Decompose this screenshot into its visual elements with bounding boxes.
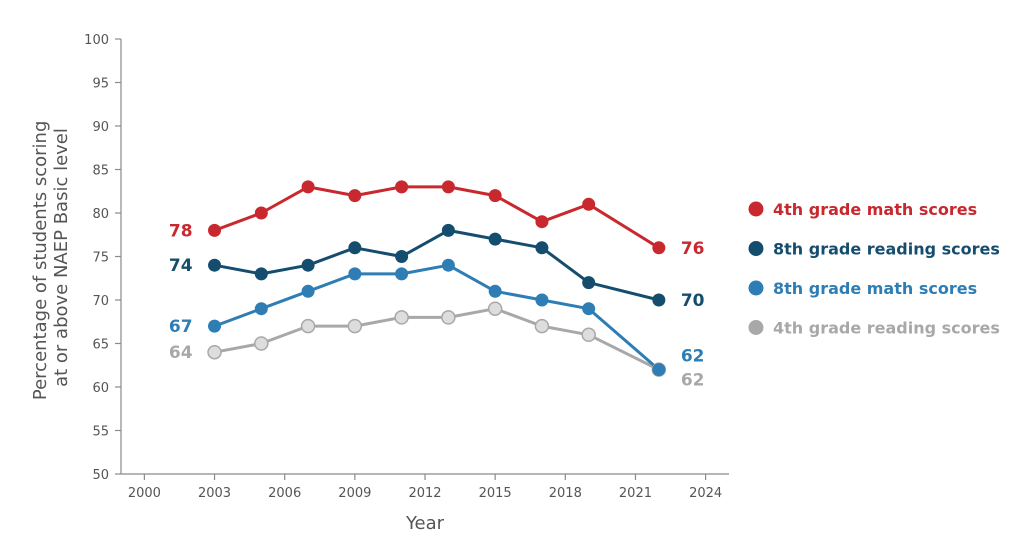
series-point <box>581 327 596 343</box>
series-start-label: 74 <box>169 256 193 276</box>
x-tick-label: 2003 <box>198 486 231 501</box>
y-tick-label: 55 <box>92 425 109 440</box>
axes: 50 55 60 65 70 75 80 85 90 95 100 2000 2003 2006 2009 2… <box>84 33 729 501</box>
series-lines <box>214 185 660 371</box>
series-point <box>207 344 222 360</box>
series-point <box>254 302 268 316</box>
legend-marker <box>748 320 764 335</box>
y-tick-label: 85 <box>92 164 109 179</box>
legend-label: 4th grade math scores <box>773 200 977 219</box>
legend-marker <box>748 280 764 296</box>
series-line-1 <box>214 228 660 302</box>
series-point <box>441 258 455 272</box>
series-point <box>300 318 316 334</box>
y-axis-title: Percentage of students scoring at or abo… <box>30 115 72 400</box>
series-point <box>441 223 455 237</box>
series-point <box>208 258 222 272</box>
series-point <box>487 301 503 316</box>
series-markers <box>207 180 667 377</box>
series-point <box>301 284 315 298</box>
series-point <box>395 180 409 194</box>
series-line-0 <box>214 185 660 250</box>
series-point <box>652 293 666 307</box>
series-start-label: 67 <box>169 317 193 337</box>
legend-marker <box>748 241 764 256</box>
x-tick-label: 2021 <box>619 486 652 501</box>
series-point <box>301 180 315 194</box>
series-end-label: 62 <box>681 347 705 367</box>
value-labels: 78 76 74 70 67 62 64 62 <box>169 221 705 390</box>
y-tick-label: 75 <box>92 251 109 266</box>
y-tick-label: 60 <box>92 381 109 396</box>
series-point <box>582 302 596 316</box>
y-tick-label: 100 <box>84 33 109 48</box>
y-tick-label: 80 <box>92 207 109 222</box>
series-point <box>441 180 455 194</box>
x-tick-label: 2006 <box>268 486 301 501</box>
series-point <box>208 223 222 237</box>
legend-label: 8th grade math scores <box>773 279 977 298</box>
series-point <box>348 241 362 255</box>
series-end-label: 62 <box>681 371 705 391</box>
y-tick-label: 90 <box>92 120 109 135</box>
series-point <box>348 267 362 281</box>
legend-marker <box>748 201 764 217</box>
series-point <box>535 241 549 255</box>
y-axis-title-line-1: Percentage of students scoring <box>30 121 51 400</box>
legend-label: 4th grade reading scores <box>773 319 1000 338</box>
series-point <box>395 267 409 281</box>
series-point <box>301 258 315 272</box>
series-point <box>652 241 666 255</box>
series-point <box>395 250 409 263</box>
series-start-label: 78 <box>169 221 193 241</box>
x-tick-label: 2009 <box>338 486 371 501</box>
y-tick-label: 65 <box>92 338 109 353</box>
x-axis-title: Year <box>405 513 445 534</box>
x-tick-label: 2015 <box>479 486 512 501</box>
series-point <box>582 197 596 211</box>
x-tick-label: 2012 <box>408 486 441 501</box>
x-tick-label: 2000 <box>128 486 161 501</box>
series-point <box>254 206 268 220</box>
series-point <box>347 318 363 334</box>
x-tick-label: 2024 <box>689 486 722 501</box>
series-point <box>582 276 596 290</box>
series-point <box>535 293 549 307</box>
x-tick-label: 2018 <box>549 486 582 501</box>
series-point <box>394 310 409 325</box>
series-point <box>535 215 549 229</box>
legend: 4th grade math scores 8th grade reading s… <box>748 200 1000 338</box>
series-point <box>254 267 268 281</box>
series-point <box>441 310 456 325</box>
series-line-3 <box>214 307 660 371</box>
series-line-2 <box>214 263 660 371</box>
series-end-label: 76 <box>681 239 705 259</box>
y-axis-title-line-2: at or above NAEP Basic level <box>51 128 72 387</box>
series-point <box>488 232 502 246</box>
series-point <box>208 319 222 333</box>
series-end-label: 70 <box>681 291 705 311</box>
series-point <box>348 189 362 203</box>
y-tick-label: 50 <box>92 468 109 483</box>
series-point <box>254 336 269 351</box>
series-point <box>534 318 550 334</box>
y-tick-label: 95 <box>92 77 109 92</box>
y-tick-label: 70 <box>92 294 109 309</box>
series-point <box>488 189 502 203</box>
series-point <box>488 284 502 298</box>
series-point <box>652 363 666 377</box>
legend-label: 8th grade reading scores <box>773 240 1000 259</box>
series-start-label: 64 <box>169 343 193 363</box>
